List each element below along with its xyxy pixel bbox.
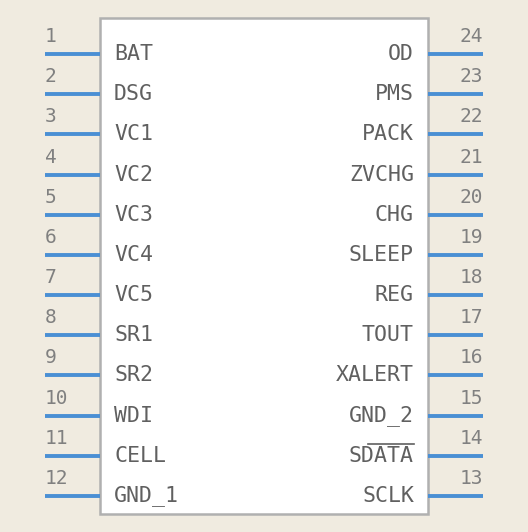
Text: VC1: VC1 [114, 124, 153, 144]
Text: 16: 16 [459, 348, 483, 368]
Text: 23: 23 [459, 67, 483, 86]
Text: VC4: VC4 [114, 245, 153, 265]
Text: ZVCHG: ZVCHG [349, 164, 414, 185]
Text: DSG: DSG [114, 84, 153, 104]
Text: 22: 22 [459, 107, 483, 127]
Text: XALERT: XALERT [336, 365, 414, 386]
Text: 8: 8 [45, 308, 56, 327]
Text: 24: 24 [459, 27, 483, 46]
Text: BAT: BAT [114, 44, 153, 64]
Text: WDI: WDI [114, 405, 153, 426]
Text: CHG: CHG [375, 205, 414, 225]
Text: 15: 15 [459, 389, 483, 408]
Bar [100, 18, 428, 514]
Text: REG: REG [375, 285, 414, 305]
Text: 6: 6 [45, 228, 56, 247]
Text: TOUT: TOUT [362, 325, 414, 345]
Text: 4: 4 [45, 147, 56, 167]
Text: SCLK: SCLK [362, 486, 414, 506]
Text: SR2: SR2 [114, 365, 153, 386]
Text: 20: 20 [459, 188, 483, 207]
Text: 18: 18 [459, 268, 483, 287]
Text: 2: 2 [45, 67, 56, 86]
Text: 14: 14 [459, 429, 483, 448]
Text: 7: 7 [45, 268, 56, 287]
Text: 10: 10 [45, 389, 69, 408]
Text: 21: 21 [459, 147, 483, 167]
Text: SR1: SR1 [114, 325, 153, 345]
Text: OD: OD [388, 44, 414, 64]
Text: GND_2: GND_2 [349, 405, 414, 426]
Text: 11: 11 [45, 429, 69, 448]
Text: 13: 13 [459, 469, 483, 488]
Text: SLEEP: SLEEP [349, 245, 414, 265]
Text: PMS: PMS [375, 84, 414, 104]
Text: SDATA: SDATA [349, 446, 414, 466]
Text: 3: 3 [45, 107, 56, 127]
Text: CELL: CELL [114, 446, 166, 466]
Text: 9: 9 [45, 348, 56, 368]
Text: 5: 5 [45, 188, 56, 207]
Text: 12: 12 [45, 469, 69, 488]
Text: 17: 17 [459, 308, 483, 327]
Text: VC3: VC3 [114, 205, 153, 225]
Text: GND_1: GND_1 [114, 486, 179, 506]
Text: PACK: PACK [362, 124, 414, 144]
Text: 19: 19 [459, 228, 483, 247]
Text: 1: 1 [45, 27, 56, 46]
Text: VC2: VC2 [114, 164, 153, 185]
Text: VC5: VC5 [114, 285, 153, 305]
